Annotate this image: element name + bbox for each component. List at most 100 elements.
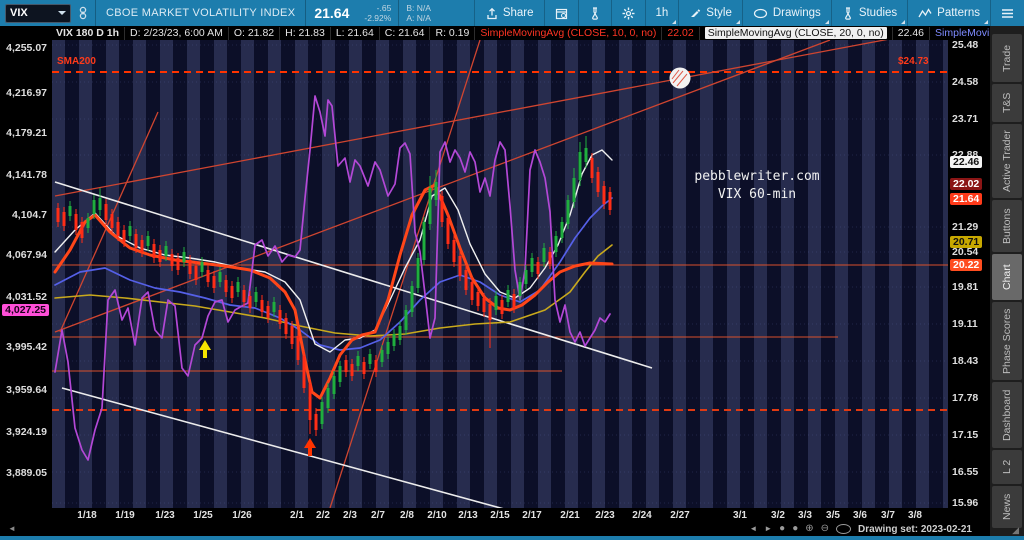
studies-label: Studies <box>858 7 898 19</box>
date-label: 3/7 <box>881 510 895 521</box>
left-axis-label: 3,924.19 <box>6 426 47 438</box>
sidebar-tab-active-trader[interactable]: Active Trader <box>992 124 1022 198</box>
drawings-button[interactable]: Drawings <box>741 0 831 26</box>
right-axis-price-bubble: 21.64 <box>950 193 983 205</box>
chart-plot-area[interactable] <box>52 40 948 508</box>
chart-title: VIX 180 D 1h <box>0 26 126 40</box>
zoom-in-icon[interactable]: ⊕ <box>805 523 814 534</box>
header-open: O: 21.82 <box>229 26 281 40</box>
right-axis-label: 17.15 <box>952 429 979 441</box>
date-label: 2/3 <box>343 510 357 521</box>
left-axis-label: 4,141.78 <box>6 169 47 181</box>
scroll-left-icon[interactable]: ◄ <box>8 524 16 533</box>
style-button[interactable]: Style <box>678 0 742 26</box>
left-axis-label: 4,067.94 <box>6 249 47 261</box>
right-axis-price-bubble: 20.22 <box>950 259 983 271</box>
left-price-axis[interactable]: 4,255.07 4,216.97 4,179.21 4,141.78 4,104.7 4… <box>0 40 50 508</box>
circle-tool2-icon[interactable]: ● <box>792 523 799 534</box>
top-toolbar: VIX CBOE MARKET VOLATILITY INDEX 21.64 -… <box>0 0 1024 26</box>
studies-button[interactable]: Studies <box>830 0 907 26</box>
date-label: 2/13 <box>458 510 478 521</box>
time-axis[interactable]: 1/18 1/19 1/23 1/25 1/26 2/1 2/2 2/3 2/7 2/8 2/10 2… <box>0 508 990 524</box>
right-sidebar: Trade T&S Active Trader Buttons Chart Phase S… <box>990 26 1024 536</box>
date-label: 1/25 <box>193 510 213 521</box>
sma10-study-label[interactable]: SimpleMovingAvg (CLOSE, 10, 0, no) <box>475 26 663 40</box>
date-label: 3/6 <box>853 510 867 521</box>
right-price-axis[interactable]: 25.48 24.58 23.71 22.88 21.29 20.54 19.81 19.11… <box>948 39 990 509</box>
bid-ask-values: B: N/A A: N/A <box>406 2 431 23</box>
date-label: 2/27 <box>670 510 690 521</box>
calendar-button[interactable] <box>543 0 578 26</box>
last-price: 21.64 <box>314 5 350 21</box>
drawings-label: Drawings <box>772 7 821 19</box>
sma10-value: 22.02 <box>662 26 700 40</box>
flask-button[interactable] <box>577 0 611 26</box>
sma200-line-label: SMA200 <box>57 56 96 67</box>
price-target-label: $24.73 <box>898 56 929 67</box>
left-axis-label: 3,959.64 <box>6 384 47 396</box>
left-axis-label: 4,179.21 <box>6 127 47 139</box>
right-axis-label: 21.29 <box>952 221 979 233</box>
symbol-input[interactable]: VIX <box>5 3 71 23</box>
sma20-chip: SimpleMovingAvg (CLOSE, 20, 0, no) <box>704 27 887 39</box>
share-button[interactable]: Share <box>473 0 544 26</box>
zoom-out-icon[interactable]: ⊖ <box>820 523 830 534</box>
sma3-study-label[interactable]: SimpleMovingAvg ... <box>930 27 990 40</box>
date-label: 2/21 <box>560 510 580 521</box>
right-axis-label: 20.54 <box>952 246 979 258</box>
right-axis-label: 17.78 <box>952 392 979 404</box>
right-axis-price-bubble: 20.71 <box>950 236 983 248</box>
menu-button[interactable] <box>990 0 1024 26</box>
sidebar-tab-dashboard[interactable]: Dashboard <box>992 382 1022 448</box>
patterns-label: Patterns <box>937 7 980 19</box>
pan-right-icon[interactable]: ► <box>764 524 773 533</box>
right-axis-label: 25.48 <box>952 39 979 51</box>
resize-grip-icon[interactable]: ◢ <box>1012 525 1019 535</box>
date-label: 2/7 <box>371 510 385 521</box>
toolbar-divider <box>305 0 307 26</box>
date-label: 1/18 <box>77 510 97 521</box>
oval-tool-icon[interactable] <box>836 524 852 534</box>
change-values: -.65 -2.92% <box>364 2 392 23</box>
pan-left-icon[interactable]: ◄ <box>749 524 758 533</box>
sidebar-tab-trade[interactable]: Trade <box>992 34 1022 82</box>
sidebar-tab-phase-scores[interactable]: Phase Scores <box>992 302 1022 380</box>
right-axis-label: 16.55 <box>952 466 979 478</box>
left-axis-price-bubble: 4,027.25 <box>2 304 49 316</box>
date-label: 2/1 <box>290 510 304 521</box>
date-label: 1/26 <box>232 510 252 521</box>
date-label: 1/23 <box>155 510 175 521</box>
share-label: Share <box>502 7 534 19</box>
sidebar-tab-buttons[interactable]: Buttons <box>992 200 1022 252</box>
watermark: pebblewriter.com VIX 60-min <box>648 168 866 203</box>
header-date: D: 2/23/23, 6:00 AM <box>125 26 229 40</box>
link-chain-icon[interactable] <box>71 0 95 26</box>
sidebar-tab-l-2[interactable]: L 2 <box>992 450 1022 484</box>
date-label: 2/24 <box>632 510 652 521</box>
right-axis-label: 15.96 <box>952 497 979 509</box>
gear-icon <box>622 7 634 19</box>
circle-tool-icon[interactable]: ● <box>779 523 786 534</box>
date-label: 3/8 <box>908 510 922 521</box>
header-close: C: 21.64 <box>380 26 431 40</box>
left-axis-label: 4,255.07 <box>6 42 47 54</box>
calendar-clock-icon <box>555 8 567 19</box>
sidebar-tab-chart[interactable]: Chart <box>992 254 1022 300</box>
date-label: 2/8 <box>400 510 414 521</box>
symbol-value: VIX <box>10 7 28 19</box>
date-label: 3/1 <box>733 510 747 521</box>
date-label: 3/2 <box>771 510 785 521</box>
header-high: H: 21.83 <box>280 26 331 40</box>
timeframe-button[interactable]: 1h <box>644 0 679 26</box>
left-axis-label: 3,889.05 <box>6 467 47 479</box>
watermark-line1: pebblewriter.com <box>694 169 820 184</box>
sidebar-tab-t-s[interactable]: T&S <box>992 84 1022 122</box>
patterns-button[interactable]: Patterns <box>907 0 990 26</box>
sma20-study-label[interactable]: SimpleMovingAvg (CLOSE, 20, 0, no) <box>700 26 893 40</box>
settings-button[interactable] <box>610 0 645 26</box>
left-axis-label: 4,216.97 <box>6 87 47 99</box>
date-label: 1/19 <box>115 510 135 521</box>
sidebar-tab-news[interactable]: News <box>992 486 1022 528</box>
drawing-set-label[interactable]: Drawing set: 2023-02-21 <box>858 523 972 535</box>
